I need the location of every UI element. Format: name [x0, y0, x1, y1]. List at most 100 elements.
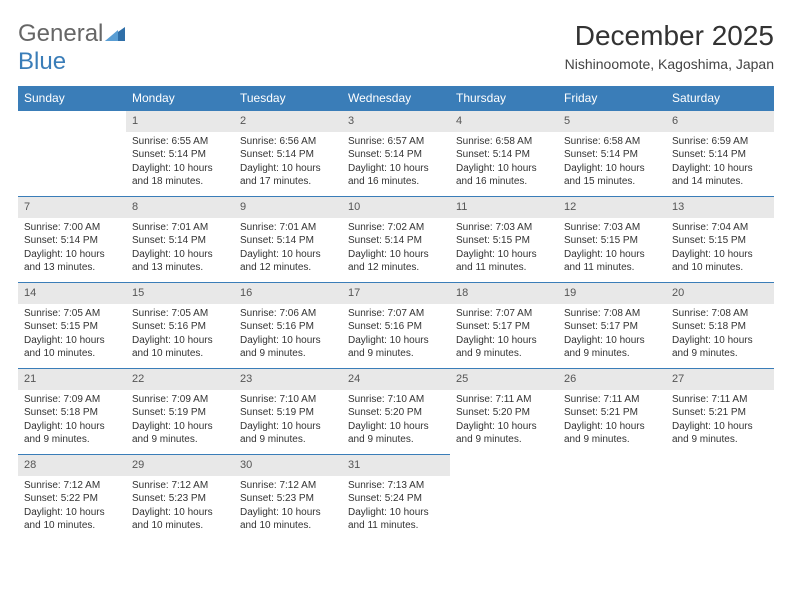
calendar-cell: 13Sunrise: 7:04 AMSunset: 5:15 PMDayligh…: [666, 196, 774, 282]
calendar-cell: 14Sunrise: 7:05 AMSunset: 5:15 PMDayligh…: [18, 282, 126, 368]
day-content: Sunrise: 7:10 AMSunset: 5:19 PMDaylight:…: [234, 390, 342, 451]
calendar-cell: 31Sunrise: 7:13 AMSunset: 5:24 PMDayligh…: [342, 454, 450, 540]
calendar-row: 7Sunrise: 7:00 AMSunset: 5:14 PMDaylight…: [18, 196, 774, 282]
day-number: 21: [18, 368, 126, 390]
day-number: 10: [342, 196, 450, 218]
location-text: Nishinoomote, Kagoshima, Japan: [565, 56, 774, 72]
calendar-cell: 22Sunrise: 7:09 AMSunset: 5:19 PMDayligh…: [126, 368, 234, 454]
calendar-cell: 5Sunrise: 6:58 AMSunset: 5:14 PMDaylight…: [558, 110, 666, 196]
calendar-cell: 23Sunrise: 7:10 AMSunset: 5:19 PMDayligh…: [234, 368, 342, 454]
calendar-cell: 21Sunrise: 7:09 AMSunset: 5:18 PMDayligh…: [18, 368, 126, 454]
calendar-cell: 7Sunrise: 7:00 AMSunset: 5:14 PMDaylight…: [18, 196, 126, 282]
calendar-cell: 12Sunrise: 7:03 AMSunset: 5:15 PMDayligh…: [558, 196, 666, 282]
day-number: 3: [342, 110, 450, 132]
day-number: 24: [342, 368, 450, 390]
day-number: 2: [234, 110, 342, 132]
day-number: 17: [342, 282, 450, 304]
calendar-cell: 2Sunrise: 6:56 AMSunset: 5:14 PMDaylight…: [234, 110, 342, 196]
day-content: Sunrise: 6:58 AMSunset: 5:14 PMDaylight:…: [450, 132, 558, 193]
day-number: 22: [126, 368, 234, 390]
day-number: 9: [234, 196, 342, 218]
day-number: 5: [558, 110, 666, 132]
calendar-body: 1Sunrise: 6:55 AMSunset: 5:14 PMDaylight…: [18, 110, 774, 540]
day-number: 7: [18, 196, 126, 218]
day-content: Sunrise: 7:04 AMSunset: 5:15 PMDaylight:…: [666, 218, 774, 279]
weekday-header: Monday: [126, 86, 234, 110]
calendar-cell: 29Sunrise: 7:12 AMSunset: 5:23 PMDayligh…: [126, 454, 234, 540]
day-content: Sunrise: 6:56 AMSunset: 5:14 PMDaylight:…: [234, 132, 342, 193]
calendar-cell: 16Sunrise: 7:06 AMSunset: 5:16 PMDayligh…: [234, 282, 342, 368]
calendar-table: SundayMondayTuesdayWednesdayThursdayFrid…: [18, 86, 774, 540]
calendar-cell: 25Sunrise: 7:11 AMSunset: 5:20 PMDayligh…: [450, 368, 558, 454]
day-content: Sunrise: 7:03 AMSunset: 5:15 PMDaylight:…: [558, 218, 666, 279]
day-content: Sunrise: 7:13 AMSunset: 5:24 PMDaylight:…: [342, 476, 450, 537]
day-content: Sunrise: 6:59 AMSunset: 5:14 PMDaylight:…: [666, 132, 774, 193]
day-content: Sunrise: 7:12 AMSunset: 5:22 PMDaylight:…: [18, 476, 126, 537]
day-number: 16: [234, 282, 342, 304]
day-number: 18: [450, 282, 558, 304]
day-content: Sunrise: 7:07 AMSunset: 5:16 PMDaylight:…: [342, 304, 450, 365]
calendar-cell: [18, 110, 126, 196]
calendar-cell: 17Sunrise: 7:07 AMSunset: 5:16 PMDayligh…: [342, 282, 450, 368]
day-number: 20: [666, 282, 774, 304]
calendar-cell: 9Sunrise: 7:01 AMSunset: 5:14 PMDaylight…: [234, 196, 342, 282]
weekday-header: Wednesday: [342, 86, 450, 110]
day-content: Sunrise: 6:58 AMSunset: 5:14 PMDaylight:…: [558, 132, 666, 193]
day-content: Sunrise: 7:01 AMSunset: 5:14 PMDaylight:…: [126, 218, 234, 279]
weekday-header: Sunday: [18, 86, 126, 110]
calendar-cell: 19Sunrise: 7:08 AMSunset: 5:17 PMDayligh…: [558, 282, 666, 368]
calendar-cell: 24Sunrise: 7:10 AMSunset: 5:20 PMDayligh…: [342, 368, 450, 454]
calendar-cell: [558, 454, 666, 540]
calendar-cell: [450, 454, 558, 540]
weekday-header: Tuesday: [234, 86, 342, 110]
day-number-empty: [18, 110, 126, 132]
day-number: 4: [450, 110, 558, 132]
day-content: Sunrise: 7:05 AMSunset: 5:15 PMDaylight:…: [18, 304, 126, 365]
day-content: Sunrise: 7:09 AMSunset: 5:19 PMDaylight:…: [126, 390, 234, 451]
day-content: Sunrise: 7:00 AMSunset: 5:14 PMDaylight:…: [18, 218, 126, 279]
day-content: Sunrise: 6:57 AMSunset: 5:14 PMDaylight:…: [342, 132, 450, 193]
weekday-header: Friday: [558, 86, 666, 110]
calendar-cell: 6Sunrise: 6:59 AMSunset: 5:14 PMDaylight…: [666, 110, 774, 196]
day-number: 15: [126, 282, 234, 304]
day-number: 11: [450, 196, 558, 218]
day-content: Sunrise: 6:55 AMSunset: 5:14 PMDaylight:…: [126, 132, 234, 193]
day-number: 14: [18, 282, 126, 304]
calendar-cell: 10Sunrise: 7:02 AMSunset: 5:14 PMDayligh…: [342, 196, 450, 282]
calendar-row: 1Sunrise: 6:55 AMSunset: 5:14 PMDaylight…: [18, 110, 774, 196]
day-content: Sunrise: 7:11 AMSunset: 5:21 PMDaylight:…: [558, 390, 666, 451]
day-content: Sunrise: 7:10 AMSunset: 5:20 PMDaylight:…: [342, 390, 450, 451]
day-content: Sunrise: 7:09 AMSunset: 5:18 PMDaylight:…: [18, 390, 126, 451]
day-number: 31: [342, 454, 450, 476]
day-number: 27: [666, 368, 774, 390]
day-content: Sunrise: 7:12 AMSunset: 5:23 PMDaylight:…: [234, 476, 342, 537]
page-title: December 2025: [565, 20, 774, 52]
calendar-cell: [666, 454, 774, 540]
day-content: Sunrise: 7:11 AMSunset: 5:21 PMDaylight:…: [666, 390, 774, 451]
calendar-head: SundayMondayTuesdayWednesdayThursdayFrid…: [18, 86, 774, 110]
day-number: 26: [558, 368, 666, 390]
title-block: December 2025 Nishinoomote, Kagoshima, J…: [565, 20, 774, 72]
day-content: Sunrise: 7:05 AMSunset: 5:16 PMDaylight:…: [126, 304, 234, 365]
day-number: 13: [666, 196, 774, 218]
logo: GeneralBlue: [18, 20, 125, 76]
calendar-row: 21Sunrise: 7:09 AMSunset: 5:18 PMDayligh…: [18, 368, 774, 454]
calendar-cell: 18Sunrise: 7:07 AMSunset: 5:17 PMDayligh…: [450, 282, 558, 368]
weekday-header: Thursday: [450, 86, 558, 110]
calendar-cell: 20Sunrise: 7:08 AMSunset: 5:18 PMDayligh…: [666, 282, 774, 368]
calendar-cell: 11Sunrise: 7:03 AMSunset: 5:15 PMDayligh…: [450, 196, 558, 282]
day-number: 6: [666, 110, 774, 132]
calendar-row: 28Sunrise: 7:12 AMSunset: 5:22 PMDayligh…: [18, 454, 774, 540]
day-number: 30: [234, 454, 342, 476]
calendar-cell: 3Sunrise: 6:57 AMSunset: 5:14 PMDaylight…: [342, 110, 450, 196]
day-number: 28: [18, 454, 126, 476]
header: GeneralBlue December 2025 Nishinoomote, …: [18, 20, 774, 76]
weekday-header: Saturday: [666, 86, 774, 110]
calendar-cell: 30Sunrise: 7:12 AMSunset: 5:23 PMDayligh…: [234, 454, 342, 540]
calendar-cell: 4Sunrise: 6:58 AMSunset: 5:14 PMDaylight…: [450, 110, 558, 196]
calendar-cell: 15Sunrise: 7:05 AMSunset: 5:16 PMDayligh…: [126, 282, 234, 368]
day-number: 23: [234, 368, 342, 390]
logo-icon: [105, 20, 125, 47]
day-number: 29: [126, 454, 234, 476]
day-number: 19: [558, 282, 666, 304]
